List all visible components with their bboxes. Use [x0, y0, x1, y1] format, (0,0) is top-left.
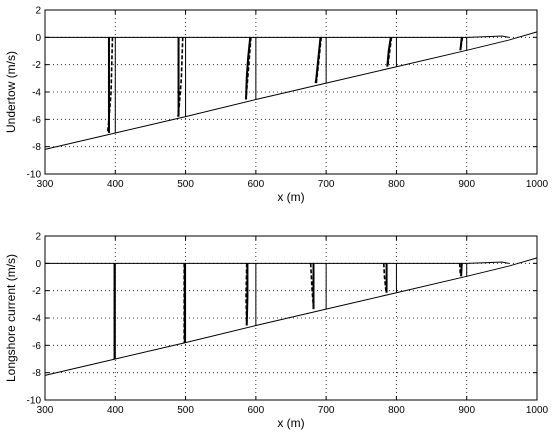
y-tick-label: 0: [35, 33, 41, 44]
profile-dashed-line: [458, 263, 462, 276]
x-tick-label: 700: [318, 405, 335, 416]
profile-dashed-line: [387, 37, 393, 65]
y-tick-label: -8: [32, 142, 41, 153]
y-tick-label: -4: [32, 314, 41, 325]
x-tick-label: 700: [318, 179, 335, 190]
x-tick-label: 400: [107, 179, 124, 190]
profile-dashed-line: [177, 37, 184, 117]
y-axis-label: Undertow (m/s): [4, 51, 18, 133]
x-axis-label: x (m): [277, 416, 304, 430]
profile-dashed-line: [106, 37, 114, 134]
axes-frame: [44, 235, 538, 401]
undertow-panel: 300 400 500 600 700 800 900 1000 2 0 -2 -4 -6 -8 -10 x …: [4, 6, 549, 205]
profile-solid-line: [460, 263, 463, 277]
x-tick-label: 1000: [526, 405, 549, 416]
x-tick-label: 1000: [526, 179, 549, 190]
profile-dashed-line: [245, 37, 252, 99]
longshore-current-panel: 300 400 500 600 700 800 900 1000 2 0 -2 -4 -6 -8 -10 x …: [4, 232, 549, 431]
y-tick-label: -2: [32, 60, 41, 71]
x-tick-label: 900: [458, 179, 475, 190]
y-tick-label: 0: [35, 259, 41, 270]
y-tick-label: 2: [35, 232, 41, 243]
series-line: [45, 35, 509, 38]
profile-dashed-line: [315, 37, 323, 84]
y-tick-label: -8: [32, 368, 41, 379]
x-tick-label: 500: [177, 179, 194, 190]
y-tick-label: -6: [32, 115, 41, 126]
axes-frame: [44, 9, 538, 175]
y-tick-label: -10: [27, 170, 42, 181]
x-tick-label: 900: [458, 405, 475, 416]
x-tick-label: 600: [248, 179, 265, 190]
x-tick-label: 800: [388, 405, 405, 416]
y-tick-label: 2: [35, 6, 41, 17]
series-line: [44, 31, 538, 150]
x-tick-label: 500: [177, 405, 194, 416]
profile-dashed-line: [382, 263, 387, 291]
profile-solid-line: [245, 263, 249, 326]
y-tick-label: -2: [32, 286, 41, 297]
x-tick-label: 600: [248, 405, 265, 416]
series-line: [44, 257, 538, 376]
profile-dashed-line: [309, 263, 315, 308]
y-axis-label: Longshore current (m/s): [4, 254, 18, 382]
x-tick-label: 300: [37, 179, 54, 190]
y-tick-label: -4: [32, 88, 41, 99]
profile-dashed-line: [459, 37, 464, 50]
x-tick-label: 300: [37, 405, 54, 416]
y-tick-label: -10: [27, 396, 42, 407]
x-tick-label: 400: [107, 405, 124, 416]
series-line: [45, 261, 509, 264]
x-axis-label: x (m): [277, 190, 304, 204]
x-tick-label: 800: [388, 179, 405, 190]
y-tick-label: -6: [32, 341, 41, 352]
